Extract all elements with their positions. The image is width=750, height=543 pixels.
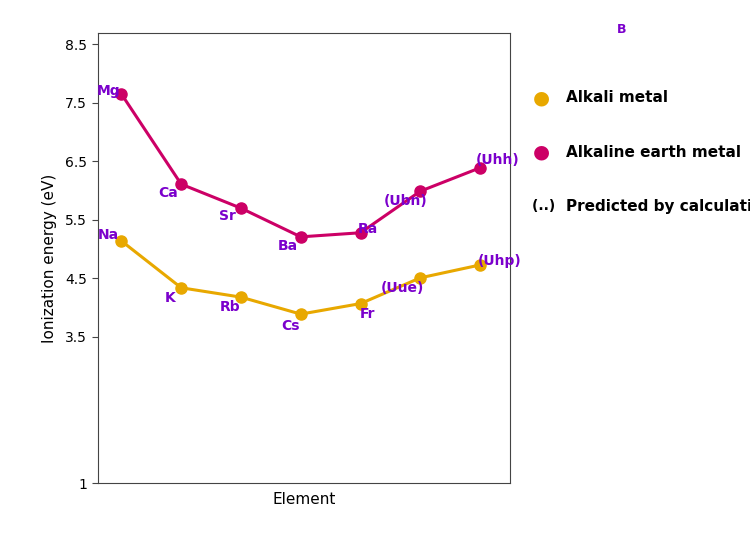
Text: Alkaline earth metal: Alkaline earth metal bbox=[566, 144, 741, 160]
Text: Ra: Ra bbox=[358, 222, 378, 236]
Text: ●: ● bbox=[532, 143, 550, 161]
Text: BYJU'S: BYJU'S bbox=[652, 23, 697, 36]
Text: Ba: Ba bbox=[278, 238, 298, 252]
Text: (Uue): (Uue) bbox=[381, 281, 424, 295]
Text: (Ubn): (Ubn) bbox=[383, 194, 427, 208]
Text: Alkali metal: Alkali metal bbox=[566, 90, 668, 105]
Text: K: K bbox=[165, 291, 176, 305]
Text: Fr: Fr bbox=[360, 307, 376, 320]
Text: (..): (..) bbox=[532, 199, 566, 213]
Bar bbox=[603, 10, 640, 49]
Text: ●: ● bbox=[532, 89, 550, 107]
Text: Sr: Sr bbox=[220, 210, 236, 223]
Text: Predicted by calculation: Predicted by calculation bbox=[566, 199, 750, 214]
Text: (Uhp): (Uhp) bbox=[477, 254, 521, 268]
Text: Cs: Cs bbox=[280, 319, 299, 333]
Text: B: B bbox=[616, 23, 626, 36]
Text: (Uhh): (Uhh) bbox=[476, 153, 520, 167]
Text: Rb: Rb bbox=[220, 300, 241, 314]
Text: Na: Na bbox=[98, 228, 118, 242]
X-axis label: Element: Element bbox=[272, 491, 335, 507]
Text: Mg: Mg bbox=[97, 84, 120, 98]
Text: Ca: Ca bbox=[158, 186, 178, 200]
Y-axis label: Ionization energy (eV): Ionization energy (eV) bbox=[42, 173, 57, 343]
